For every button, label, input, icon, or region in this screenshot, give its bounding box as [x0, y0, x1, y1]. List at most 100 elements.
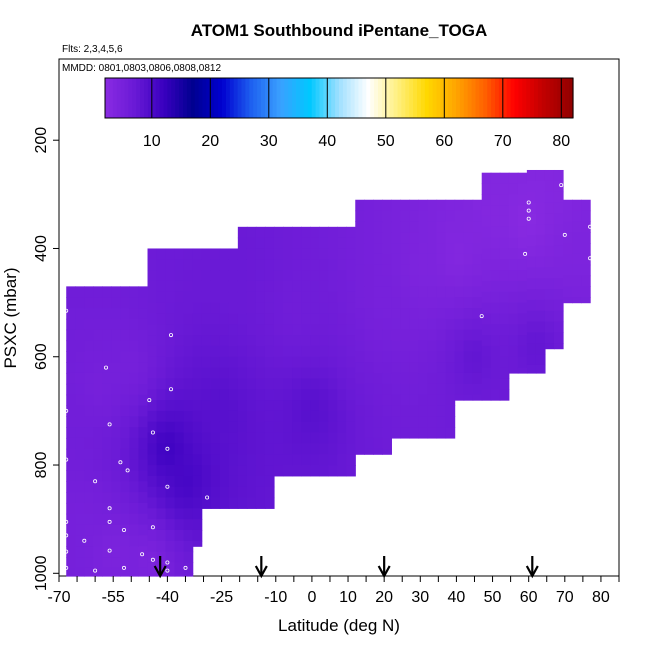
- heatmap-cell: [156, 259, 167, 271]
- heatmap-cell: [463, 286, 474, 298]
- heatmap-cell: [210, 400, 221, 412]
- heatmap-cell: [111, 481, 122, 493]
- heatmap-cell: [174, 465, 185, 477]
- sample-point: [533, 165, 538, 170]
- heatmap-cell: [66, 308, 76, 320]
- heatmap-cell: [120, 329, 131, 342]
- heatmap-cell: [544, 310, 555, 323]
- heatmap-cell: [490, 302, 501, 315]
- heatmap-cell: [391, 308, 402, 320]
- heatmap-cell: [66, 297, 76, 309]
- heatmap-cell: [581, 297, 591, 304]
- colorbar-segment: [565, 78, 570, 118]
- heatmap-cell: [228, 421, 239, 434]
- colorbar-tick-label: 60: [435, 133, 453, 150]
- heatmap-cell: [138, 340, 149, 352]
- heatmap-cell: [355, 253, 365, 266]
- heatmap-cell: [129, 383, 140, 396]
- heatmap-cell: [382, 232, 392, 244]
- heatmap-cell: [228, 378, 239, 390]
- heatmap-cell: [319, 432, 329, 444]
- heatmap-cell: [183, 573, 194, 577]
- colorbar-segment: [495, 78, 500, 118]
- heatmap-cell: [427, 221, 438, 233]
- heatmap-cell: [120, 567, 131, 577]
- heatmap-cell: [499, 248, 510, 260]
- sample-point: [64, 408, 69, 413]
- heatmap-cell: [517, 335, 528, 347]
- heatmap-cell: [436, 243, 447, 255]
- heatmap-cell: [391, 372, 402, 385]
- colorbar-segment: [245, 78, 250, 118]
- heatmap-cell: [301, 259, 311, 271]
- heatmap-cell: [201, 313, 212, 325]
- heatmap-cell: [174, 551, 185, 564]
- heatmap-cell: [445, 372, 456, 385]
- heatmap-cell: [111, 502, 122, 515]
- heatmap-cell: [283, 324, 293, 336]
- heatmap-cell: [66, 567, 76, 577]
- heatmap-cell: [319, 248, 329, 260]
- heatmap-cell: [156, 519, 167, 531]
- heatmap-cell: [102, 340, 112, 352]
- heatmap-cell: [165, 378, 176, 390]
- heatmap-cell: [84, 383, 94, 396]
- heatmap-cell: [508, 237, 519, 250]
- sample-point: [165, 484, 170, 489]
- heatmap-cell: [246, 259, 257, 271]
- colorbar-segment: [241, 78, 246, 118]
- heatmap-cell: [111, 383, 122, 396]
- heatmap-cell: [319, 465, 329, 477]
- heatmap-cell: [364, 351, 374, 363]
- sample-point: [64, 519, 69, 524]
- colorbar-segment: [257, 78, 262, 118]
- heatmap-cell: [481, 226, 492, 239]
- heatmap-cell: [174, 432, 185, 444]
- heatmap-cell: [508, 248, 519, 260]
- heatmap-cell: [147, 486, 158, 499]
- heatmap-cell: [283, 237, 293, 250]
- heatmap-cell: [102, 394, 112, 407]
- heatmap-cell: [75, 448, 85, 461]
- heatmap-cell: [66, 351, 76, 363]
- heatmap-cell: [183, 389, 194, 401]
- heatmap-cell: [147, 562, 158, 574]
- heatmap-cell: [165, 540, 176, 553]
- colorbar-segment: [268, 78, 274, 118]
- heatmap-cell: [382, 340, 392, 352]
- heatmap-cell: [93, 567, 103, 577]
- heatmap-cell: [572, 221, 582, 233]
- heatmap-cell: [273, 324, 284, 336]
- heatmap-cell: [310, 345, 320, 358]
- colorbar-segment: [420, 78, 426, 118]
- heatmap-cell: [201, 486, 212, 499]
- heatmap-cell: [273, 378, 284, 390]
- heatmap-cell: [192, 443, 203, 455]
- heatmap-cell: [508, 194, 519, 206]
- heatmap-cell: [346, 367, 356, 380]
- heatmap-cell: [355, 221, 365, 233]
- heatmap-cell: [328, 313, 338, 325]
- heatmap-cell: [355, 351, 365, 363]
- colorbar-segment: [202, 78, 207, 118]
- heatmap-cell: [156, 302, 167, 315]
- heatmap-cell: [283, 259, 293, 271]
- heatmap-cell: [445, 340, 456, 352]
- heatmap-cell: [156, 551, 167, 564]
- heatmap-cell: [156, 400, 167, 412]
- heatmap-cell: [301, 280, 311, 293]
- heatmap-cell: [93, 286, 103, 298]
- colorbar-segment: [210, 78, 215, 118]
- heatmap-cell: [427, 243, 438, 255]
- heatmap-cell: [183, 259, 194, 271]
- heatmap-cell: [382, 394, 392, 407]
- heatmap-cell: [192, 410, 203, 423]
- colorbar-tick-label: 70: [494, 133, 512, 150]
- heatmap-cell: [337, 280, 347, 293]
- heatmap-cell: [174, 475, 185, 488]
- heatmap-cell: [93, 427, 103, 439]
- heatmap-cell: [382, 351, 392, 363]
- colorbar-segment: [491, 78, 496, 118]
- heatmap-cell: [310, 335, 320, 347]
- heatmap-cell: [409, 372, 420, 385]
